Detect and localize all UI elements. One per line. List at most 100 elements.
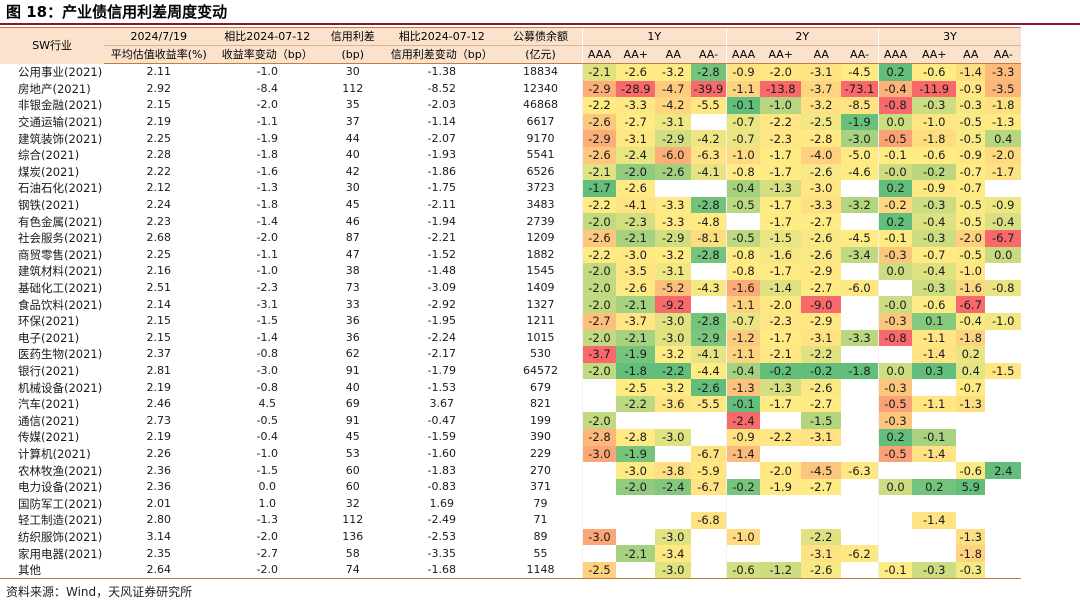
spread-cell: 60 bbox=[345, 480, 360, 494]
spread-cell: 47 bbox=[345, 247, 360, 261]
spread-cell: 69 bbox=[345, 397, 360, 411]
spread-change-heat-cell: -1.9 bbox=[616, 445, 656, 463]
spread-change-heat-cell bbox=[841, 479, 878, 496]
spread-change-heat-cell bbox=[655, 495, 691, 512]
spread-change-heat-cell: -3.3 bbox=[616, 97, 656, 114]
yield-change-cell: -1.0 bbox=[256, 264, 278, 278]
spread-change-cell: -3.09 bbox=[427, 281, 456, 295]
spread-change-heat-cell: -1.0 bbox=[985, 312, 1022, 330]
balance-cell: 3483 bbox=[526, 198, 555, 212]
spread-change-cell: -1.60 bbox=[427, 446, 456, 460]
balance-cell: 679 bbox=[530, 380, 551, 394]
spread-change-heat-cell: -2.2 bbox=[581, 246, 617, 264]
spread-change-heat-cell: -3.2 bbox=[655, 346, 692, 363]
spread-change-heat-cell bbox=[760, 545, 801, 562]
spread-change-heat-cell: -0.5 bbox=[877, 130, 913, 147]
table-row: 建筑材料(2021) 2.16 -1.0 38 -1.48 1545 -2.0 -3.5 -3.… bbox=[0, 263, 1021, 280]
spread-change-cell: -1.59 bbox=[427, 430, 456, 444]
spread-change-heat-cell bbox=[691, 529, 726, 546]
spread-change-heat-cell: -3.0 bbox=[655, 329, 692, 347]
spread-change-heat-cell bbox=[691, 412, 726, 429]
spread-change-cell: 3.67 bbox=[429, 397, 455, 411]
spread-change-cell: -1.86 bbox=[427, 164, 456, 178]
table-row: 医药生物(2021) 2.37 -0.8 62 -2.17 530 -3.7 -1.9 -3.2… bbox=[0, 346, 1021, 363]
header-group-1y: 1Y bbox=[581, 27, 727, 46]
spread-change-heat-cell: -6.7 bbox=[956, 296, 986, 313]
spread-change-heat-cell: -2.0 bbox=[581, 213, 617, 230]
spread-change-cell: -2.07 bbox=[427, 131, 456, 145]
spread-change-heat-cell bbox=[841, 412, 878, 429]
spread-change-heat-cell: -2.0 bbox=[581, 263, 617, 280]
header-rating: AAA bbox=[581, 45, 617, 64]
table-row: 通信(2021) 2.73 -0.5 91 -0.47 199 -2.0 -2.4 -1.5 -0… bbox=[0, 412, 1021, 430]
spread-cell: 91 bbox=[345, 413, 360, 427]
spread-change-cell: -2.03 bbox=[427, 98, 456, 112]
spread-cell: 42 bbox=[345, 164, 360, 178]
table-row: 房地产(2021) 2.92 -8.4 112 -8.52 12340 -2.9 -28.9-… bbox=[0, 80, 1022, 98]
yield-cell: 2.14 bbox=[146, 297, 172, 311]
spread-cell: 46 bbox=[345, 214, 360, 228]
spread-change-heat-cell: 0.2 bbox=[956, 346, 986, 363]
spread-change-heat-cell: -0.4 bbox=[725, 362, 761, 380]
header-rating: AA bbox=[655, 45, 692, 64]
spread-change-heat-cell: -4.1 bbox=[691, 163, 727, 181]
spread-change-heat-cell: -4.2 bbox=[691, 130, 727, 147]
spread-change-heat-cell: -2.0 bbox=[581, 412, 617, 430]
yield-cell: 2.92 bbox=[146, 81, 172, 95]
industry-cell: 机械设备(2021) bbox=[18, 380, 103, 395]
balance-cell: 5541 bbox=[526, 148, 555, 162]
industry-cell: 食品饮料(2021) bbox=[18, 297, 103, 312]
spread-change-heat-cell bbox=[985, 379, 1021, 396]
spread-change-heat-cell: -8.1 bbox=[691, 229, 727, 247]
spread-change-heat-cell: -1.2 bbox=[725, 329, 761, 347]
spread-change-heat-cell: -2.6 bbox=[581, 229, 617, 247]
spread-change-heat-cell bbox=[841, 512, 878, 529]
yield-change-cell: -2.0 bbox=[256, 529, 278, 543]
spread-change-heat-cell bbox=[581, 379, 617, 396]
spread-change-heat-cell: -5.9 bbox=[691, 462, 727, 479]
spread-change-heat-cell bbox=[725, 462, 761, 479]
spread-change-heat-cell: -0.7 bbox=[725, 312, 761, 330]
balance-cell: 3723 bbox=[526, 181, 555, 195]
yield-cell: 2.28 bbox=[146, 148, 172, 162]
spread-change-heat-cell: -2.8 bbox=[691, 312, 727, 330]
spread-change-heat-cell: -2.6 bbox=[691, 379, 727, 396]
spread-change-heat-cell bbox=[985, 346, 1021, 363]
spread-change-heat-cell bbox=[581, 545, 617, 562]
spread-change-heat-cell: -0.3 bbox=[956, 561, 986, 580]
yield-change-cell: -1.1 bbox=[256, 247, 278, 261]
balance-cell: 1015 bbox=[526, 330, 555, 344]
yield-cell: 2.25 bbox=[146, 131, 172, 145]
spread-change-heat-cell: -3.0 bbox=[655, 312, 692, 330]
spread-change-heat-cell: -0.4 bbox=[725, 180, 761, 197]
spread-cell: 30 bbox=[345, 65, 360, 79]
spread-change-heat-cell: -0.8 bbox=[877, 329, 913, 347]
spread-change-heat-cell: -0.7 bbox=[956, 180, 986, 197]
spread-change-heat-cell: -28.9 bbox=[616, 80, 656, 98]
spread-change-heat-cell: -1.0 bbox=[956, 263, 986, 280]
spread-change-heat-cell: -2.8 bbox=[616, 429, 656, 446]
spread-change-cell: -3.35 bbox=[427, 546, 456, 560]
spread-change-heat-cell bbox=[616, 561, 656, 580]
header-yield-date: 2024/7/19 bbox=[104, 27, 214, 46]
spread-change-heat-cell: -3.2 bbox=[655, 379, 692, 396]
industry-cell: 其他 bbox=[0, 561, 105, 580]
spread-change-heat-cell: -3.0 bbox=[655, 561, 692, 580]
industry-cell: 环保(2021) bbox=[18, 314, 80, 329]
spread-change-heat-cell bbox=[760, 512, 801, 529]
spread-change-heat-cell bbox=[877, 512, 913, 529]
industry-cell: 公用事业(2021) bbox=[18, 65, 103, 80]
spread-change-heat-cell: -2.6 bbox=[655, 163, 692, 181]
yield-cell: 3.14 bbox=[146, 529, 172, 543]
table-row: 国防军工(2021) 2.01 1.0 32 1.69 79 bbox=[0, 495, 1021, 513]
spread-change-heat-cell: -1.1 bbox=[725, 296, 761, 313]
table-row: 社会服务(2021) 2.68 -2.0 87 -2.21 1209 -2.6 -2.1 -2.… bbox=[0, 229, 1022, 247]
spread-change-heat-cell bbox=[655, 180, 691, 197]
yield-change-cell: 0.0 bbox=[258, 480, 277, 494]
spread-change-heat-cell bbox=[956, 429, 985, 446]
balance-cell: 46868 bbox=[523, 98, 558, 112]
spread-change-heat-cell: -2.3 bbox=[760, 130, 802, 147]
spread-change-cell: -2.49 bbox=[427, 513, 456, 527]
title-rule bbox=[0, 23, 1080, 25]
spread-change-heat-cell: -2.5 bbox=[801, 113, 842, 131]
